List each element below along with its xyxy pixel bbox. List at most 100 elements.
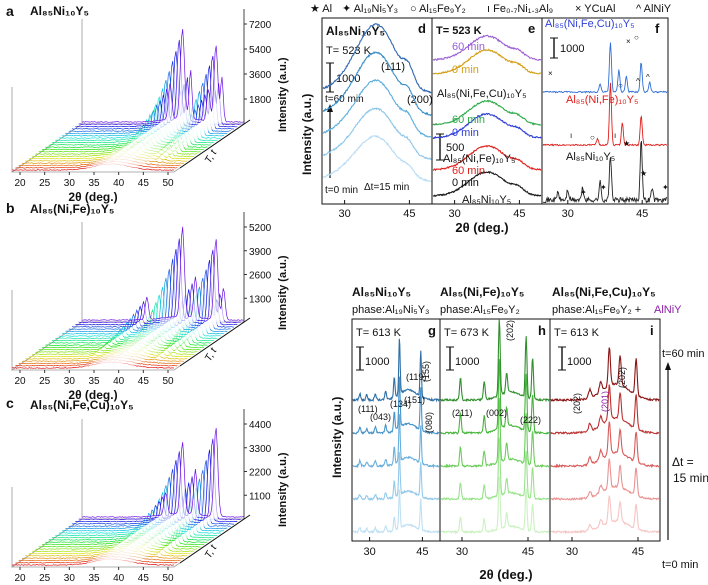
panel-i: T= 613 K i 1000 (202) (201) (202) [549,318,661,542]
panel-g-temperature: T= 613 K [356,327,402,339]
panel-c: c Al₈₅(Ni,Fe,Cu)₁₀Y₅ 4400 3300 2200 1100 Int… [6,395,289,584]
x-tick-label: 45 [416,546,428,558]
x-tick-label: 35 [88,376,100,387]
x-tick-label: 20 [14,178,26,189]
series-line [81,28,245,123]
series-line [322,23,432,94]
bottom-xlabel: 2θ (deg.) [479,567,532,582]
panel-f: f 1000 Al₈₅(Ni,Fe,Cu)₁₀Y₅ Al₈₅(Ni,Fe)₁₀Y₅… [541,17,669,205]
series-line [71,460,234,525]
bottom-delta-t-1: Δt = [672,455,694,469]
z-tick-label: 1100 [249,491,271,502]
depth-arrow [179,514,251,564]
series-line [322,78,432,138]
series-line [68,269,231,330]
panel-i-scalebar-label: 1000 [567,356,591,368]
top-ylabel: Intensity (a.u.) [300,94,314,175]
phase-marker: × [548,69,553,78]
panel-f-label: Al₈₅Ni₁₀Y₅ [566,151,615,163]
phase-marker: ✦ [600,183,607,192]
series-line [440,319,550,403]
peak-label: (202) [617,367,627,388]
bottom-time-bottom: t=0 min [662,559,698,571]
panel-d-peak-111: (111) [381,61,405,73]
panel-d: Al₈₅Ni₁₀Y₅ T= 523 K d 1000 t=60 min t=0 … [321,17,433,205]
x-tick-label: 25 [39,573,51,584]
phase-marker: ★ [623,139,630,148]
series-line [65,80,228,135]
series-line [432,34,542,62]
series-line [550,384,660,435]
series-line [352,451,440,502]
panel-c-letter: c [6,395,14,411]
series-line [322,107,432,160]
panel-d-title: Al₈₅Ni₁₀Y₅ [326,24,385,38]
panel-h-phase: phase:Al₁₅Fe₉Y₂ [440,304,520,316]
legend-al: ★ Al [310,3,332,15]
phase-marker: × [626,37,631,46]
panel-e-label: 0 min [452,177,479,189]
x-tick-label: 30 [448,208,460,220]
series-line [432,48,542,75]
z-tick-label: 2200 [249,468,272,479]
series-line [78,39,241,126]
panel-f-label: Al₈₅(Ni,Fe,Cu)₁₀Y₅ [545,18,635,30]
x-tick-label: 40 [113,573,125,584]
z-axis-label: Intensity (a.u.) [277,255,289,330]
panel-g-scalebar-label: 1000 [365,356,389,368]
panel-b-title: Al₈₅(Ni,Fe)₁₀Y₅ [30,202,114,216]
panel-g-title: Al₈₅Ni₁₀Y₅ [352,285,411,299]
panel-c-title: Al₈₅(Ni,Fe,Cu)₁₀Y₅ [30,398,134,412]
phase-marker: ★ [640,169,647,178]
x-tick-label: 25 [39,178,51,189]
series-line [550,347,660,403]
series-line [440,398,550,469]
series-line [352,376,440,435]
z-tick-label: 2600 [249,271,272,282]
x-tick-label: 50 [162,376,174,387]
bottom-ylabel: Intensity (a.u.) [330,397,344,478]
x-tick-label: 30 [64,376,76,387]
x-tick-label: 30 [456,546,468,558]
panel-i-temperature: T= 613 K [554,327,600,339]
panel-e-label: 60 min [452,165,485,177]
series-line [550,495,660,535]
series-line [75,51,238,128]
x-tick-label: 35 [88,573,100,584]
panel-e-label: 60 min [452,41,485,53]
series-line [432,145,542,172]
x-tick-label: 30 [64,178,76,189]
legend-fe07ni13al9: ı Fe₀.₇Ni₁.₃Al₉ [487,3,553,15]
peak-label: (151) [404,395,425,405]
x-tick-label: 40 [113,178,125,189]
depth-arrow [179,317,251,367]
panel-i-frame [549,318,661,542]
panel-e-scalebar-label: 500 [446,142,464,154]
series-line [432,170,542,197]
top-xlabel: 2θ (deg.) [455,220,508,235]
x-tick-label: 30 [64,573,76,584]
series-line [550,458,660,501]
phase-marker: ı [570,131,572,140]
panel-g-letter: g [428,323,436,338]
phase-marker: ○ [634,33,639,42]
panel-b: b Al₈₅(Ni,Fe)₁₀Y₅ 5200 3900 2600 1300 Intens… [6,200,289,402]
panel-h: T= 673 K h 1000 (211) (002) (202) (222) [439,318,551,542]
x-tick-label: 25 [39,376,51,387]
panel-e-label: Al₈₅(Ni,Fe)₁₀Y₅ [443,153,515,165]
bottom-delta-t-2: 15 min [673,471,708,485]
series-line [81,428,245,518]
series-line [352,338,440,403]
panel-i-title: Al₈₅(Ni,Fe,Cu)₁₀Y₅ [552,285,656,299]
phase-legend: ★ Al ✦ Al₁₉Ni₅Y₃ ○ Al₁₅Fe₉Y₂ ı Fe₀.₇Ni₁.… [310,3,672,15]
series-line [75,449,238,523]
legend-alniy: ^ AlNiY [636,3,672,15]
z-tick-label: 5200 [249,223,272,234]
series-line [542,140,668,205]
x-tick-label: 45 [522,546,534,558]
panel-d-scalebar-label: 1000 [336,73,360,85]
z-tick-label: 7200 [249,20,272,31]
panel-e-label: 0 min [452,64,479,76]
series-line [440,476,550,535]
z-tick-label: 1800 [249,95,272,106]
